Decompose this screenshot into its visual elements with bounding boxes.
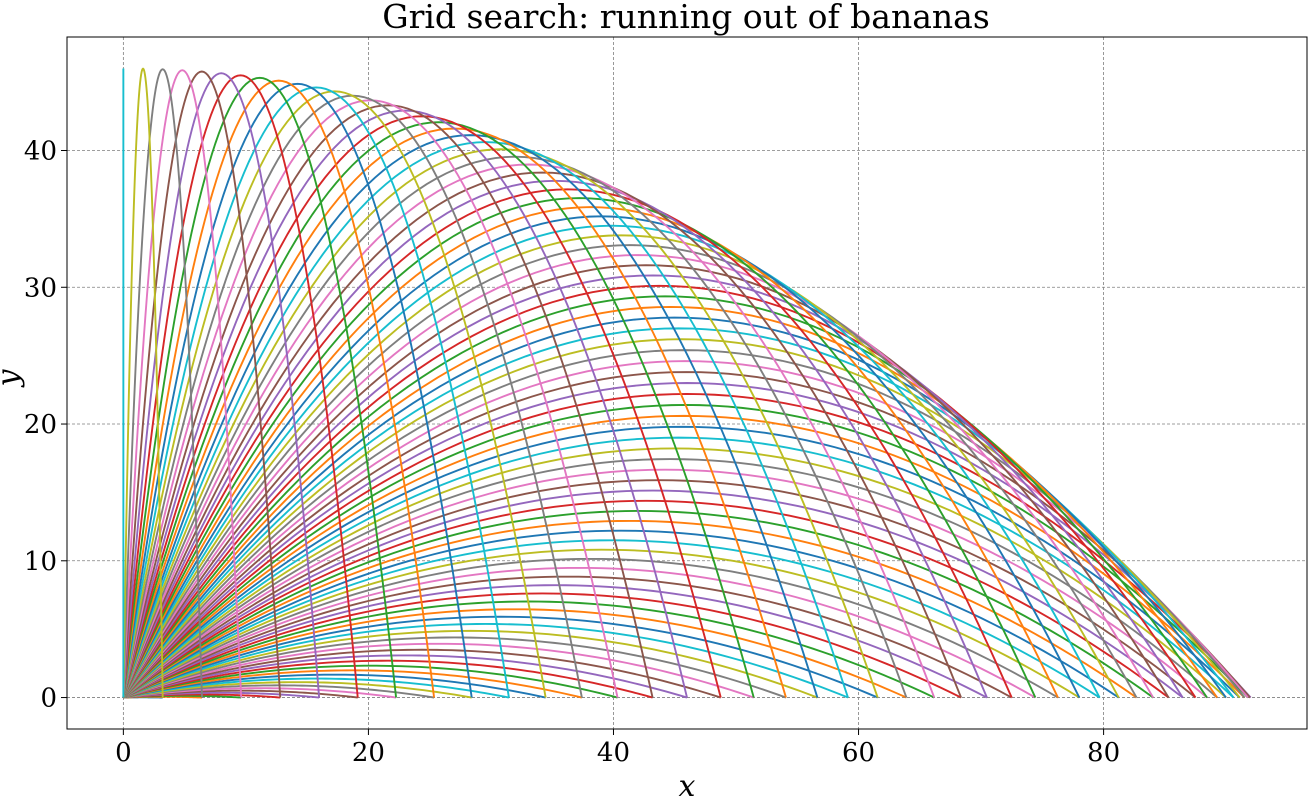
- y-tick-label: 30: [24, 273, 57, 303]
- trajectory-line-41deg: [123, 427, 1239, 698]
- x-tick-label: 80: [1087, 738, 1120, 768]
- trajectory-line-31deg: [123, 531, 1118, 698]
- y-tick-label: 0: [40, 684, 57, 714]
- chart-title: Grid search: running out of bananas: [382, 0, 990, 36]
- y-axis-label: y: [0, 368, 26, 388]
- x-tick-label: 60: [842, 738, 875, 768]
- x-tick-label: 20: [352, 738, 385, 768]
- y-tick-label: 40: [24, 137, 57, 167]
- trajectory-line-59deg: [123, 235, 1118, 697]
- x-tick-label: 0: [115, 738, 132, 768]
- x-tick-label: 40: [597, 738, 630, 768]
- trajectory-series: [123, 68, 1250, 697]
- trajectory-line-38deg: [123, 459, 1217, 697]
- y-tick-label: 20: [24, 410, 57, 440]
- x-axis-label: x: [679, 769, 696, 798]
- y-tick-label: 10: [24, 547, 57, 577]
